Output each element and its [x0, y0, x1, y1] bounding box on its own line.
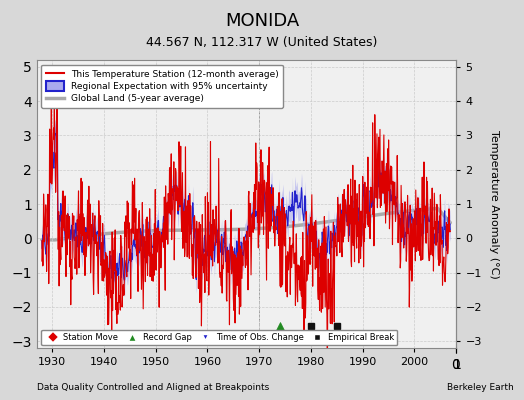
Text: Data Quality Controlled and Aligned at Breakpoints: Data Quality Controlled and Aligned at B…: [37, 383, 269, 392]
Y-axis label: Temperature Anomaly (°C): Temperature Anomaly (°C): [489, 130, 499, 278]
Legend: Station Move, Record Gap, Time of Obs. Change, Empirical Break: Station Move, Record Gap, Time of Obs. C…: [41, 330, 397, 345]
Text: MONIDA: MONIDA: [225, 12, 299, 30]
Text: Berkeley Earth: Berkeley Earth: [447, 383, 514, 392]
Text: 44.567 N, 112.317 W (United States): 44.567 N, 112.317 W (United States): [146, 36, 378, 49]
